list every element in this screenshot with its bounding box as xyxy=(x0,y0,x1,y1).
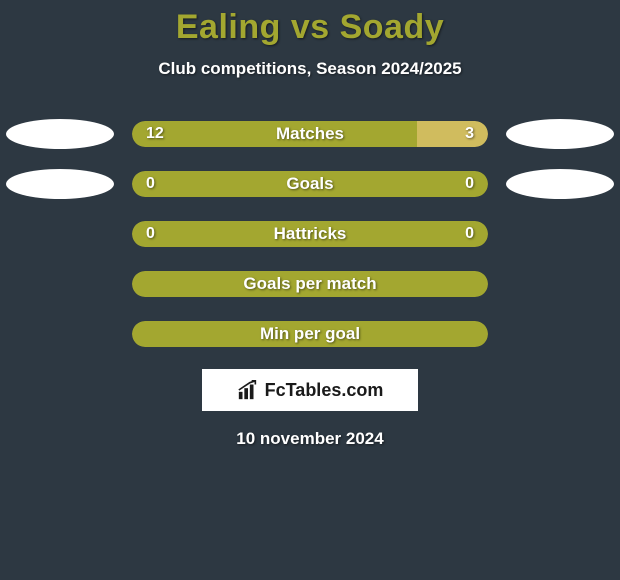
subtitle: Club competitions, Season 2024/2025 xyxy=(0,59,620,79)
stat-row: Min per goal xyxy=(0,319,620,349)
spacer xyxy=(6,219,114,249)
team-left-ellipse xyxy=(6,169,114,199)
stat-bar: Hattricks0 0 xyxy=(132,221,488,247)
date-text: 10 november 2024 xyxy=(0,429,620,449)
stat-bar: Matches12 3 xyxy=(132,121,488,147)
stat-label: Goals xyxy=(132,171,488,197)
stats-infographic: Ealing vs Soady Club competitions, Seaso… xyxy=(0,0,620,449)
team-right-ellipse xyxy=(506,169,614,199)
stat-value-right: 0 xyxy=(465,221,474,247)
spacer xyxy=(506,219,614,249)
stat-value-right: 3 xyxy=(465,121,474,147)
stat-row: Goals per match xyxy=(0,269,620,299)
stat-label: Hattricks xyxy=(132,221,488,247)
stat-label: Min per goal xyxy=(132,321,488,347)
stat-bar: Goals0 0 xyxy=(132,171,488,197)
stat-row: Matches12 3 xyxy=(0,119,620,149)
logo-text: FcTables.com xyxy=(265,380,384,401)
stat-value-left: 0 xyxy=(146,221,155,247)
stat-rows: Matches123Goals00Hattricks00Goals per ma… xyxy=(0,119,620,349)
stat-row: Hattricks0 0 xyxy=(0,219,620,249)
bar-chart-icon xyxy=(237,379,259,401)
stat-bar: Min per goal xyxy=(132,321,488,347)
stat-row: Goals0 0 xyxy=(0,169,620,199)
stat-value-left: 0 xyxy=(146,171,155,197)
logo: FcTables.com xyxy=(237,379,384,401)
team-right-ellipse xyxy=(506,119,614,149)
spacer xyxy=(6,269,114,299)
stat-label: Goals per match xyxy=(132,271,488,297)
stat-bar: Goals per match xyxy=(132,271,488,297)
team-left-ellipse xyxy=(6,119,114,149)
stat-value-right: 0 xyxy=(465,171,474,197)
logo-box: FcTables.com xyxy=(202,369,418,411)
stat-label: Matches xyxy=(132,121,488,147)
spacer xyxy=(506,269,614,299)
stat-value-left: 12 xyxy=(146,121,164,147)
spacer xyxy=(6,319,114,349)
spacer xyxy=(506,319,614,349)
page-title: Ealing vs Soady xyxy=(0,8,620,47)
